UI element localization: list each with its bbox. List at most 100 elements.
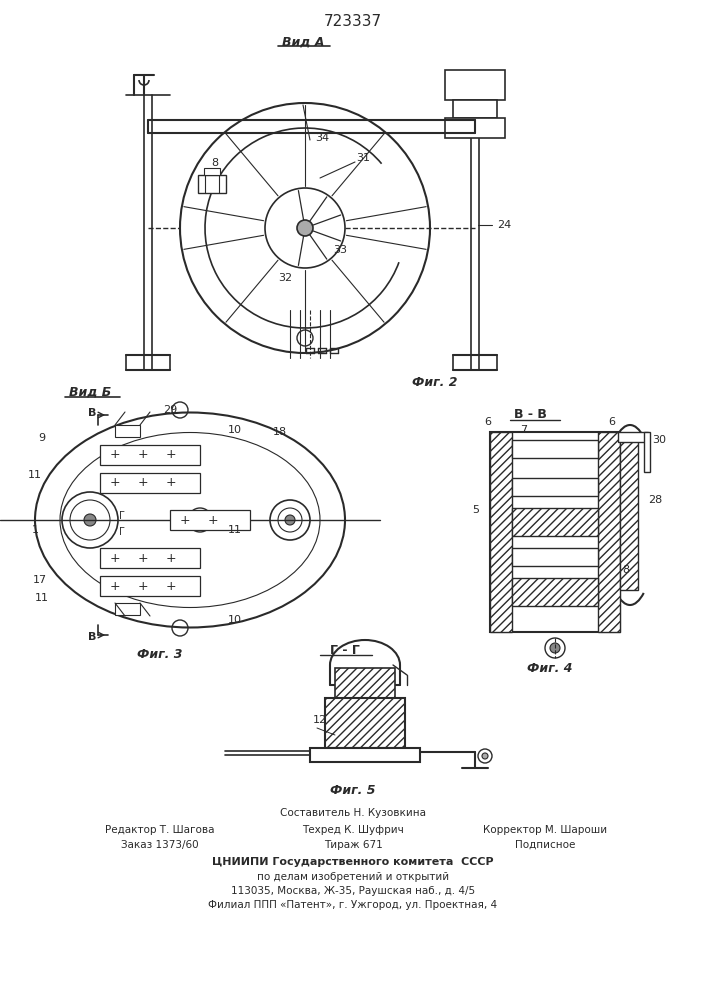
Circle shape [578, 442, 592, 456]
Text: +: + [110, 580, 120, 592]
Text: 32: 32 [278, 273, 292, 283]
Text: Техред К. Шуфрич: Техред К. Шуфрич [302, 825, 404, 835]
Text: +: + [208, 514, 218, 526]
Bar [618, 432, 648, 442]
Bar [490, 432, 620, 632]
Text: +: + [165, 477, 176, 489]
Circle shape [518, 442, 532, 456]
Text: +: + [138, 448, 148, 462]
Text: В: В [88, 408, 96, 418]
Bar [100, 548, 200, 568]
Text: +: + [165, 580, 176, 592]
Text: 8: 8 [622, 565, 629, 575]
Text: 24: 24 [497, 220, 511, 230]
Bar [115, 603, 140, 615]
Text: 113035, Москва, Ж-35, Раушская наб., д. 4/5: 113035, Москва, Ж-35, Раушская наб., д. … [231, 886, 475, 896]
Bar [620, 440, 638, 590]
Text: 29: 29 [163, 405, 177, 415]
Text: +: + [138, 580, 148, 592]
Text: 11: 11 [35, 593, 49, 603]
Text: 10: 10 [228, 615, 242, 625]
Circle shape [518, 550, 532, 564]
Text: 11: 11 [228, 525, 242, 535]
Bar [512, 478, 598, 496]
Text: Тираж 671: Тираж 671 [324, 840, 382, 850]
Bar [512, 440, 598, 458]
Text: Филиал ППП «Патент», г. Ужгород, ул. Проектная, 4: Филиал ППП «Патент», г. Ужгород, ул. Про… [209, 900, 498, 910]
Text: 28: 28 [648, 495, 662, 505]
Text: +: + [138, 477, 148, 489]
Text: 12: 12 [313, 715, 327, 725]
Text: Подписное: Подписное [515, 840, 575, 850]
Text: 1: 1 [32, 525, 38, 535]
Circle shape [84, 514, 96, 526]
Text: 6: 6 [609, 417, 616, 427]
Text: Вид А: Вид А [282, 35, 325, 48]
Text: +: + [110, 477, 120, 489]
Circle shape [478, 749, 492, 763]
Circle shape [209, 181, 215, 187]
Bar [170, 510, 250, 530]
Text: Заказ 1373/60: Заказ 1373/60 [121, 840, 199, 850]
Text: 10: 10 [228, 425, 242, 435]
Bar [100, 473, 200, 493]
Text: +: + [110, 448, 120, 462]
Text: Корректор М. Шароши: Корректор М. Шароши [483, 825, 607, 835]
Bar [445, 118, 505, 138]
Circle shape [550, 643, 560, 653]
Bar [335, 668, 395, 698]
Text: Вид Б: Вид Б [69, 385, 111, 398]
Circle shape [522, 446, 528, 452]
Circle shape [297, 220, 313, 236]
Bar [310, 748, 420, 762]
Bar [512, 578, 598, 606]
Text: 8: 8 [211, 158, 218, 168]
Circle shape [285, 515, 295, 525]
Text: 7: 7 [520, 425, 527, 435]
Bar [598, 432, 620, 632]
Text: по делам изобретений и открытий: по делам изобретений и открытий [257, 872, 449, 882]
Text: Составитель Н. Кузовкина: Составитель Н. Кузовкина [280, 808, 426, 818]
Text: +: + [110, 552, 120, 564]
Text: +: + [180, 514, 190, 526]
Text: В - В: В - В [513, 408, 547, 422]
Text: 31: 31 [356, 153, 370, 163]
Text: 18: 18 [273, 427, 287, 437]
Text: 5: 5 [472, 505, 479, 515]
Bar [490, 432, 512, 632]
Circle shape [482, 753, 488, 759]
Circle shape [522, 484, 528, 490]
Text: 30: 30 [652, 435, 666, 445]
Text: +: + [165, 448, 176, 462]
Ellipse shape [60, 432, 320, 607]
Text: Фиг. 3: Фиг. 3 [137, 648, 182, 662]
Text: ЦНИИПИ Государственного комитета  СССР: ЦНИИПИ Государственного комитета СССР [212, 857, 493, 867]
Bar [512, 508, 598, 536]
Text: 34: 34 [315, 133, 329, 143]
Text: +: + [165, 552, 176, 564]
Text: В: В [88, 632, 96, 642]
Circle shape [518, 480, 532, 494]
Bar [100, 445, 200, 465]
Bar [512, 548, 598, 566]
Text: 723337: 723337 [324, 14, 382, 29]
Bar [445, 70, 505, 100]
Ellipse shape [35, 412, 345, 628]
Circle shape [582, 484, 588, 490]
Text: 9: 9 [38, 433, 45, 443]
Text: Фиг. 2: Фиг. 2 [412, 375, 457, 388]
Bar [204, 168, 220, 175]
Text: 6: 6 [484, 417, 491, 427]
Text: Г: Г [119, 511, 125, 521]
Circle shape [578, 550, 592, 564]
Bar [115, 425, 140, 437]
Text: Г - Г: Г - Г [330, 644, 360, 656]
Text: 17: 17 [33, 575, 47, 585]
Bar [644, 432, 650, 472]
Circle shape [270, 500, 310, 540]
Circle shape [582, 554, 588, 560]
Bar [100, 576, 200, 596]
Circle shape [522, 554, 528, 560]
Text: Г: Г [119, 527, 125, 537]
Circle shape [545, 638, 565, 658]
